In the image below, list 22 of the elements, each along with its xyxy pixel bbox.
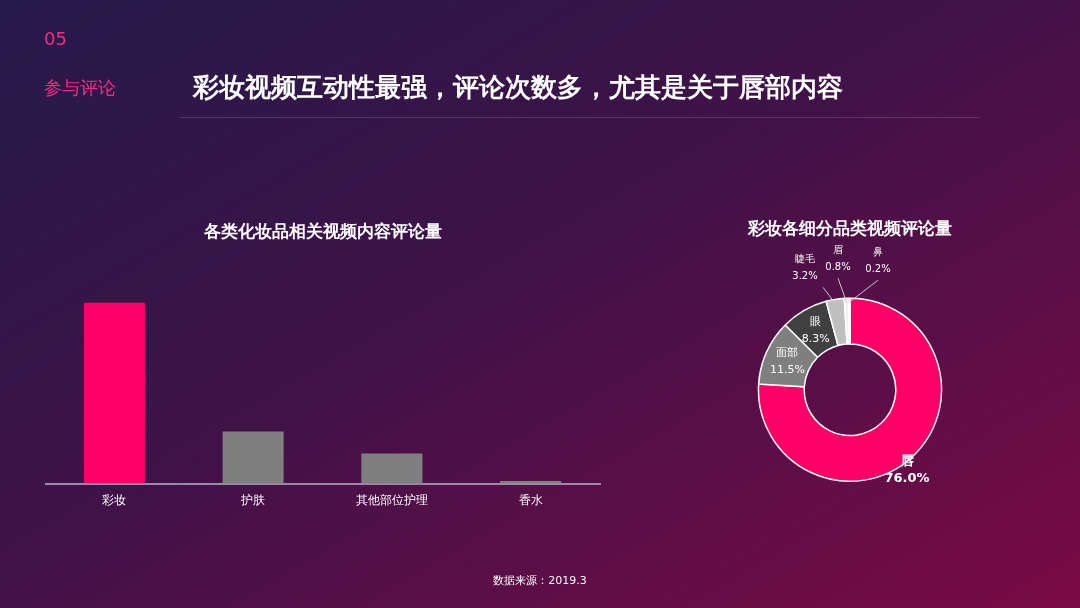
chart-title: 各类化妆品相关视频内容评论量 [202,220,442,241]
x-tick-label: 其他部位护理 [355,492,428,507]
text: 05 [44,28,67,49]
text: 参与评论 [44,76,116,100]
slice-label: 眉 [833,243,843,255]
slice-label: 鼻 [873,245,883,257]
x-tick-label: 香水 [518,492,543,507]
slice-label: 唇 [899,453,914,469]
x-tick-label: 护肤 [240,492,266,507]
chart-title: 彩妆各细分品类视频评论量 [747,217,952,238]
slice-label: 睫毛 [795,252,815,264]
text: 彩妆视频互动性最强，评论次数多，尤其是关于唇部内容 [193,71,843,104]
data-label: 3.2% [792,269,818,281]
data-label: 8.3% [801,332,830,346]
data-label: 0.8% [825,260,851,272]
data-label: 76.0% [884,470,930,486]
source-note: 数据来源：2019.3 [492,573,588,588]
slice-label: 眼 [810,315,822,329]
slice-label: 面部 [776,346,799,360]
data-label: 11.5% [769,363,805,377]
data-label: 0.2% [865,262,891,274]
x-tick-label: 彩妆 [102,492,127,507]
